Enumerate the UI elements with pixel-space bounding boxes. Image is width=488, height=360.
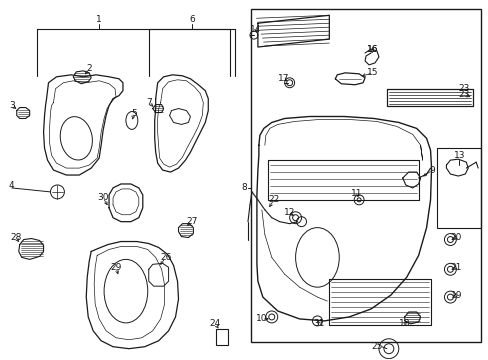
Text: 24: 24 (209, 319, 221, 328)
Text: 15: 15 (366, 68, 378, 77)
Text: 16: 16 (366, 45, 378, 54)
Text: 20: 20 (450, 233, 461, 242)
Text: 12: 12 (284, 208, 295, 217)
Text: 1: 1 (96, 15, 102, 24)
Text: 11: 11 (351, 189, 362, 198)
Text: 13: 13 (453, 151, 464, 160)
Text: 14: 14 (250, 25, 261, 34)
Text: 8: 8 (241, 184, 246, 193)
Text: 2: 2 (86, 64, 92, 73)
Text: 23: 23 (458, 90, 469, 99)
Text: 18: 18 (398, 319, 409, 328)
Text: 25: 25 (370, 342, 382, 351)
Text: 17: 17 (277, 74, 289, 83)
Text: 9: 9 (429, 166, 434, 175)
Bar (436, 148, 480, 228)
Text: 21: 21 (450, 263, 461, 272)
Text: 16: 16 (366, 45, 378, 54)
Text: 7: 7 (145, 98, 151, 107)
Text: 6: 6 (189, 15, 195, 24)
Text: 30: 30 (97, 193, 109, 202)
Text: 28: 28 (10, 233, 21, 242)
Text: 22: 22 (267, 195, 279, 204)
Text: 26: 26 (160, 253, 171, 262)
Text: 10: 10 (256, 314, 267, 323)
Text: 19: 19 (449, 291, 461, 300)
Text: 31: 31 (313, 319, 325, 328)
Bar (216, 329, 228, 345)
Text: 23: 23 (458, 84, 469, 93)
Text: 3: 3 (9, 101, 15, 110)
Text: 27: 27 (186, 217, 198, 226)
Bar (250, 9, 480, 342)
Text: 29: 29 (110, 263, 122, 272)
Text: 4: 4 (9, 181, 15, 190)
Text: 5: 5 (131, 109, 137, 118)
